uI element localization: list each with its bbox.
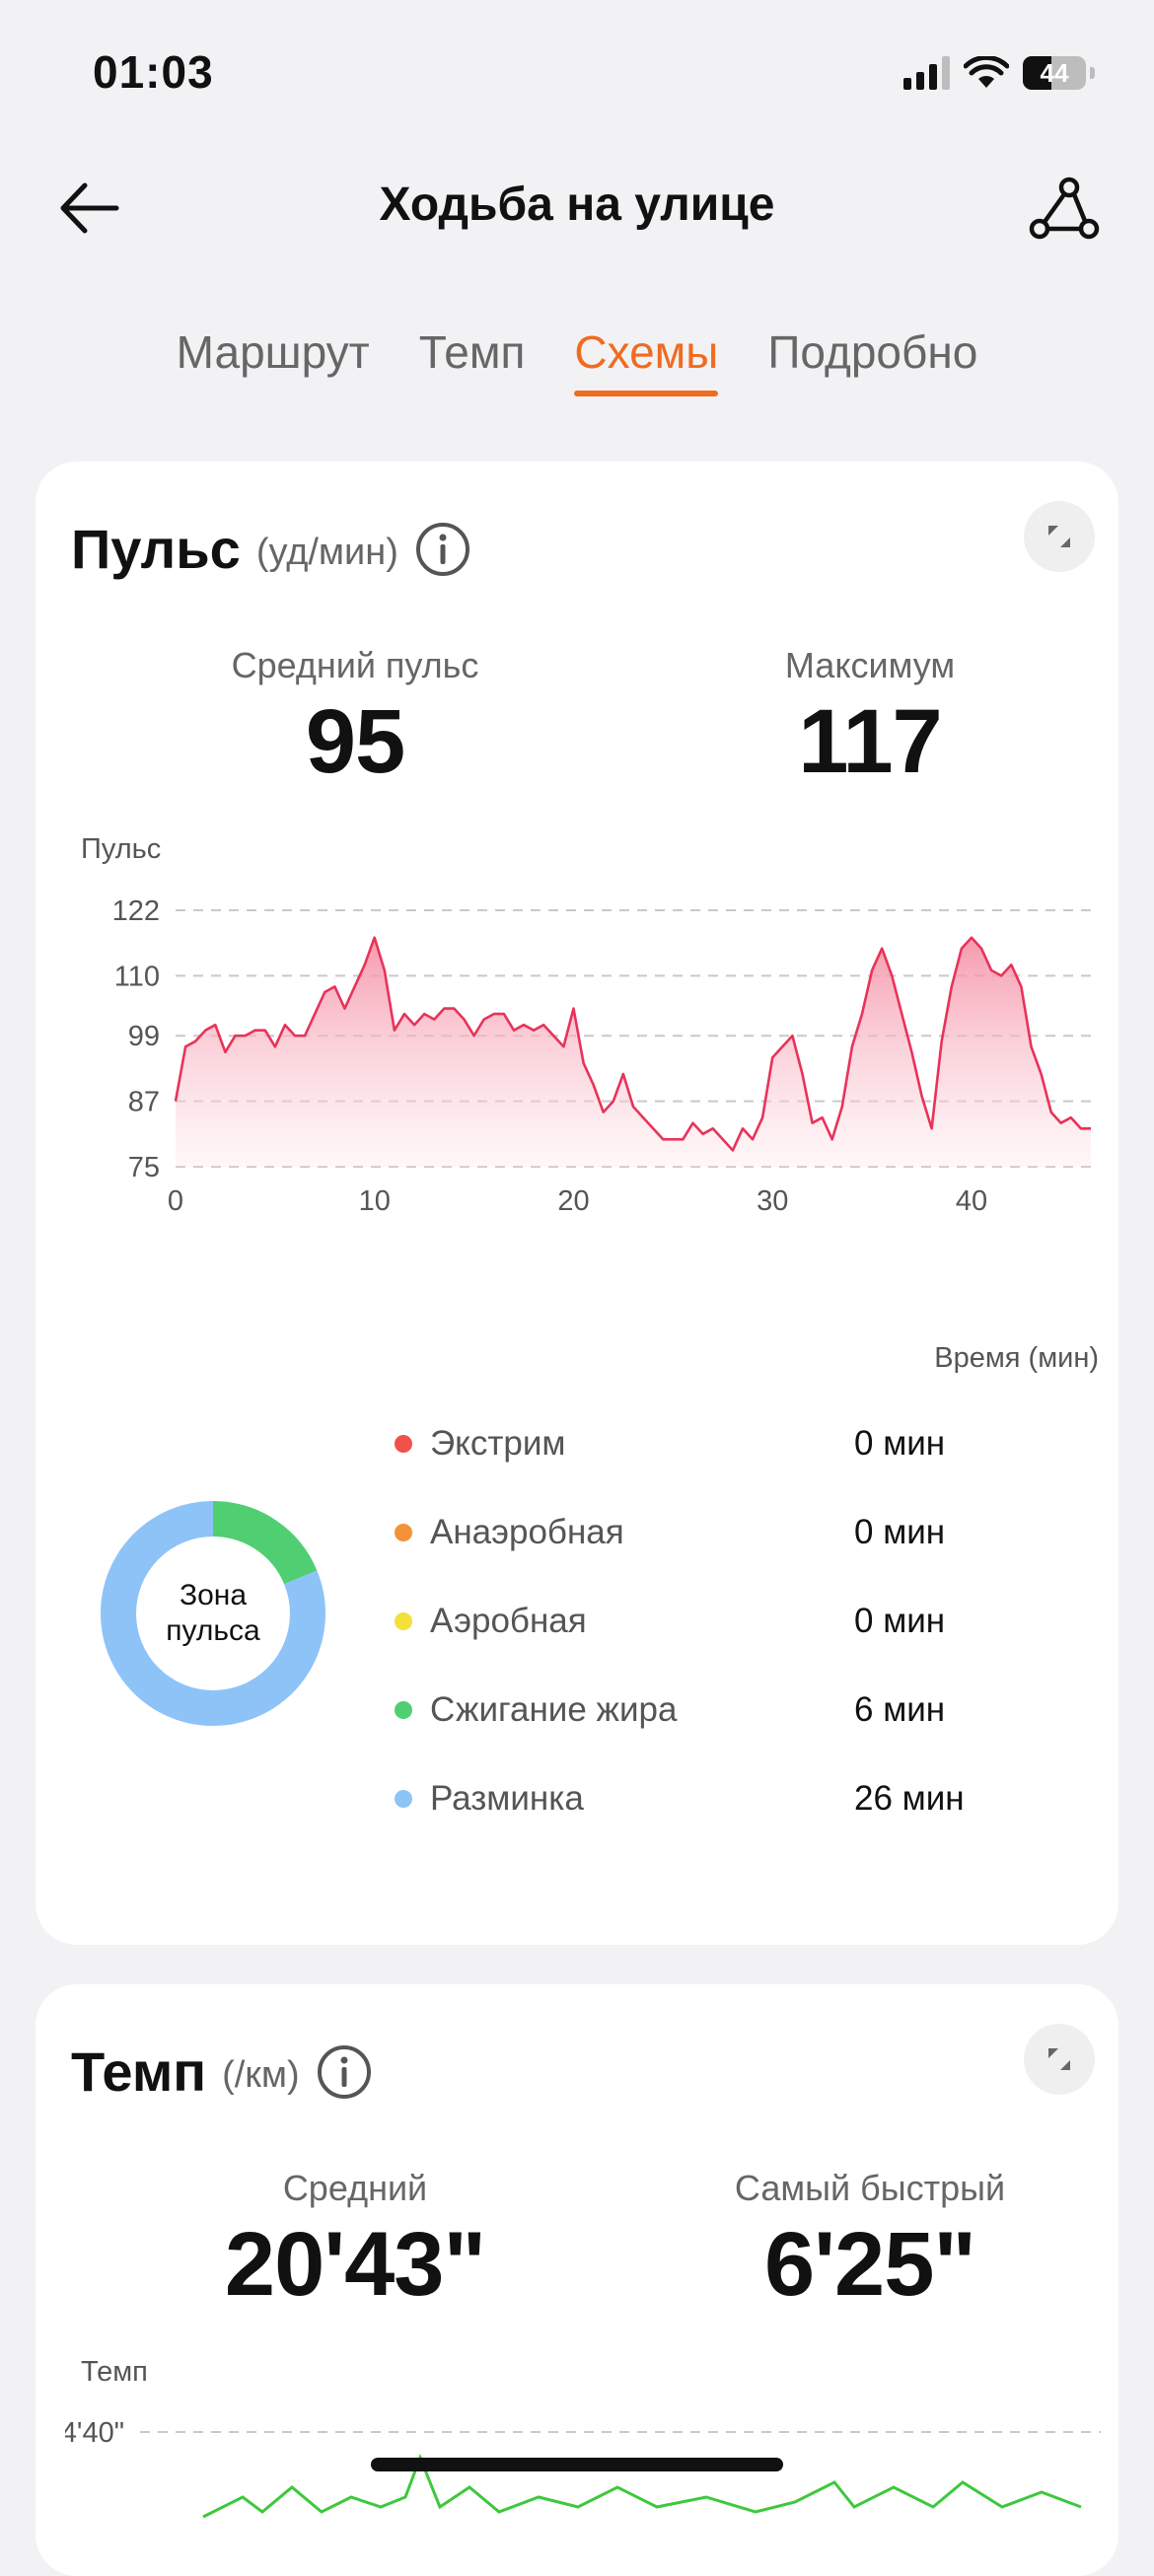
- zone-value: 0 мин: [854, 1602, 946, 1640]
- route-share-icon[interactable]: [1026, 172, 1101, 247]
- pace-chart-ytick: 4'40": [65, 2417, 124, 2449]
- battery-tip: [1090, 67, 1095, 79]
- avg-pace-stat: Средний 20'43": [148, 2168, 562, 2317]
- pace-chart-ylabel: Темп: [81, 2356, 148, 2388]
- pulse-chart[interactable]: Пульс 122 110 99 87 75 0 10 20 30 40 Время (мин): [65, 826, 1111, 1379]
- zone-name: Экстрим: [430, 1424, 566, 1463]
- chart-xtick-label: 10: [359, 1185, 391, 1217]
- zone-row-warmup: Разминка 26 мин: [395, 1769, 1085, 1828]
- zone-dot: [395, 1790, 412, 1808]
- pulse-area: [176, 937, 1091, 1167]
- zone-value: 26 мин: [854, 1779, 965, 1818]
- zone-dot: [395, 1701, 412, 1719]
- avg-pulse-stat: Средний пульс 95: [148, 645, 562, 794]
- tab-route[interactable]: Маршрут: [176, 326, 370, 378]
- donut-label-line1: Зона: [179, 1579, 248, 1611]
- zone-row-extreme: Экстрим 0 мин: [395, 1414, 1085, 1473]
- avg-pulse-label: Средний пульс: [231, 645, 479, 685]
- zone-dot: [395, 1524, 412, 1541]
- fastest-pace-label: Самый быстрый: [734, 2168, 1006, 2208]
- wifi-icon: [964, 56, 1009, 88]
- battery-icon: 44: [1023, 56, 1086, 90]
- expand-button[interactable]: [1024, 2024, 1095, 2095]
- chart-ytick-label: 99: [128, 1021, 160, 1052]
- pulse-card-header: Пульс (уд/мин): [71, 517, 471, 581]
- chart-xticks: 0 10 20 30 40: [168, 1185, 987, 1217]
- tab-pace[interactable]: Темп: [418, 326, 526, 378]
- pulse-zones: Зона пульса Экстрим 0 мин Анаэробная 0 м…: [36, 1410, 1118, 1884]
- donut-label-line2: пульса: [166, 1614, 260, 1647]
- zone-row-aerobic: Аэробная 0 мин: [395, 1592, 1085, 1651]
- status-icons: 44: [903, 51, 1095, 95]
- avg-pace-label: Средний: [282, 2168, 428, 2208]
- chart-xtick-label: 30: [757, 1185, 788, 1217]
- fastest-pace-value: 6'25": [764, 2214, 976, 2315]
- zone-value: 0 мин: [854, 1424, 946, 1463]
- expand-button[interactable]: [1024, 501, 1095, 572]
- avg-pace-value: 20'43": [224, 2214, 486, 2315]
- header: Ходьба на улице: [0, 148, 1154, 266]
- tab-charts[interactable]: Схемы: [574, 325, 718, 396]
- chart-ylabel: Пульс: [81, 833, 161, 865]
- page-title: Ходьба на улице: [379, 179, 775, 231]
- pace-card: Темп (/км) Средний 20'43" Самый быстрый …: [36, 1984, 1118, 2576]
- chart-ytick-label: 122: [112, 895, 160, 927]
- zone-value: 0 мин: [854, 1513, 946, 1551]
- tab-details[interactable]: Подробно: [767, 326, 978, 378]
- fastest-pace-stat: Самый быстрый 6'25": [663, 2168, 1077, 2317]
- home-indicator: [371, 2458, 783, 2471]
- zone-name: Разминка: [430, 1779, 584, 1818]
- back-arrow-icon[interactable]: [55, 174, 124, 243]
- max-pulse-stat: Максимум 117: [663, 645, 1077, 794]
- tab-bar: Маршрут Темп Схемы Подробно: [0, 325, 1154, 396]
- chart-ytick-label: 87: [128, 1087, 160, 1118]
- chart-xtick-label: 0: [168, 1185, 183, 1217]
- chart-ytick-label: 75: [128, 1152, 160, 1183]
- zone-name: Сжигание жира: [430, 1690, 678, 1729]
- zone-name: Аэробная: [430, 1602, 587, 1640]
- pace-title: Темп: [71, 2040, 207, 2103]
- cellular-signal-icon: [903, 56, 950, 90]
- expand-icon: [1048, 2048, 1070, 2070]
- status-time: 01:03: [93, 46, 214, 98]
- donut-segment: [101, 1501, 325, 1726]
- pulse-title: Пульс: [71, 518, 241, 580]
- chart-xtick-label: 40: [956, 1185, 987, 1217]
- zone-value: 6 мин: [854, 1690, 946, 1729]
- chart-ytick-label: 110: [114, 961, 160, 992]
- pulse-line: [174, 936, 1091, 1152]
- donut-label: Зона пульса: [95, 1495, 331, 1732]
- pulse-card: Пульс (уд/мин) Средний пульс 95 Максимум…: [36, 462, 1118, 1945]
- pulse-zone-donut: [101, 1501, 325, 1726]
- chart-xlabel: Время (мин): [934, 1342, 1099, 1374]
- pulse-unit: (уд/мин): [255, 532, 398, 573]
- avg-pulse-value: 95: [305, 691, 405, 792]
- zone-row-anaerobic: Анаэробная 0 мин: [395, 1503, 1085, 1562]
- max-pulse-label: Максимум: [784, 645, 956, 685]
- zone-dot: [395, 1612, 412, 1630]
- pace-card-header: Темп (/км): [71, 2039, 373, 2104]
- pace-unit: (/км): [222, 2054, 300, 2096]
- chart-xtick-label: 20: [557, 1185, 589, 1217]
- info-icon[interactable]: [316, 2043, 373, 2101]
- zone-dot: [395, 1435, 412, 1453]
- expand-icon: [1048, 526, 1070, 547]
- max-pulse-value: 117: [798, 691, 942, 792]
- zone-name: Анаэробная: [430, 1513, 624, 1551]
- zone-row-fat-burn: Сжигание жира 6 мин: [395, 1681, 1085, 1740]
- status-bar: 01:03 44: [0, 0, 1154, 138]
- chart-yticks: 122 110 99 87 75: [112, 895, 160, 1183]
- battery-level: 44: [1040, 58, 1069, 88]
- info-icon[interactable]: [414, 521, 471, 578]
